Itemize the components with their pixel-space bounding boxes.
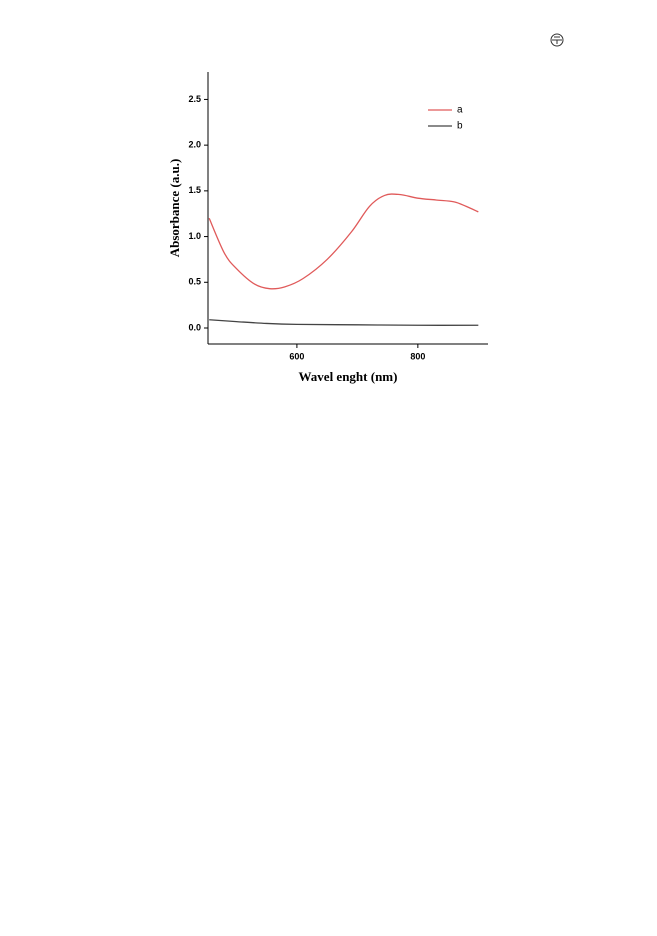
series-line (208, 193, 479, 290)
series-line (209, 319, 479, 326)
legend-label: b (457, 121, 463, 132)
y-tick-label: 1.5 (188, 185, 201, 195)
y-tick-label: 1.0 (188, 231, 201, 241)
y-tick-label: 2.5 (188, 94, 201, 104)
x-tick-label: 800 (410, 351, 425, 361)
y-tick-label: 2.0 (188, 140, 201, 150)
y-tick-label: 0.5 (188, 277, 201, 287)
y-axis-title: Absorbance (a.u.) (167, 159, 182, 258)
x-axis-title: Wavel enght (nm) (299, 369, 398, 384)
x-tick-label: 600 (289, 351, 304, 361)
y-tick-label: 0.0 (188, 322, 201, 332)
page-icon (550, 33, 564, 47)
legend-label: a (457, 105, 463, 116)
